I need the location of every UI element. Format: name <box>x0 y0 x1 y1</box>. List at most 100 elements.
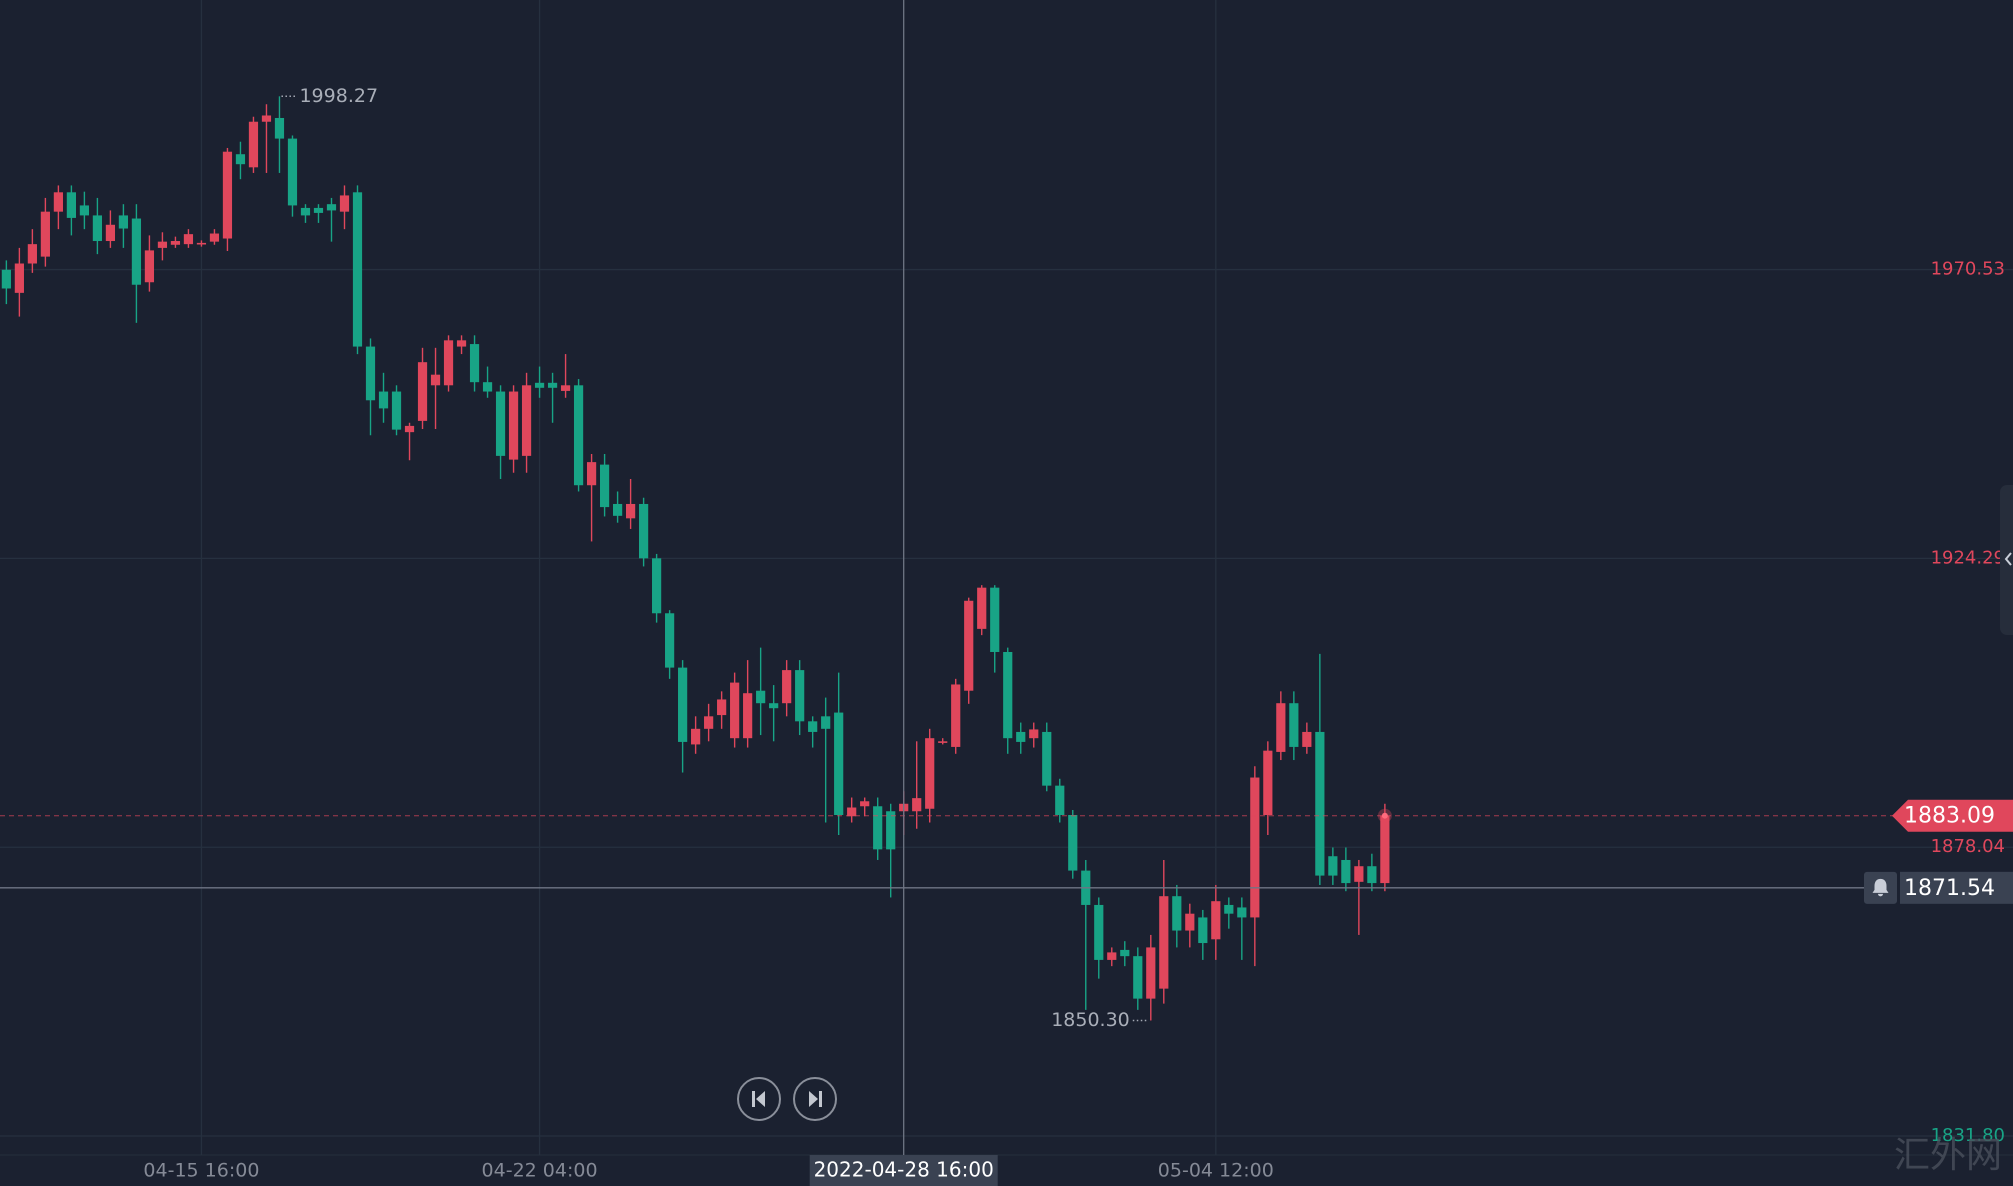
candle-body <box>300 207 311 216</box>
candle-body <box>756 690 766 704</box>
candle-body <box>521 385 532 456</box>
candle-body <box>482 382 493 392</box>
candle-body <box>665 613 675 668</box>
candle-body <box>274 117 285 139</box>
button-circle <box>793 1077 837 1121</box>
candle-body <box>873 806 883 850</box>
candle-body <box>235 154 246 165</box>
candle-body <box>886 811 896 850</box>
candle-body <box>53 192 63 212</box>
y-tick-label: 1831.80 <box>1931 1125 2005 1146</box>
candle-body <box>144 250 155 283</box>
candle-body <box>938 741 948 743</box>
candle-body <box>92 215 103 242</box>
x-tick-label: 04-22 04:00 <box>482 1160 598 1182</box>
candle-body <box>925 738 935 809</box>
candle-body <box>599 464 610 508</box>
bell-icon <box>1872 878 1889 897</box>
candle-body <box>430 374 441 386</box>
candle-body <box>417 362 428 421</box>
candle-body <box>1328 856 1338 876</box>
candle-body <box>834 712 844 816</box>
candle-body <box>977 587 987 629</box>
candle-body <box>248 121 259 168</box>
candle-body <box>66 192 76 218</box>
crosshair-price-label: 1871.54 <box>1904 876 1995 901</box>
candle-body <box>404 425 415 433</box>
candle-body <box>79 205 90 216</box>
candle-body <box>639 503 649 559</box>
button-circle <box>737 1077 781 1121</box>
candle-body <box>625 503 636 519</box>
x-tick-label: 05-04 12:00 <box>1158 1160 1274 1182</box>
candle-body <box>157 241 168 248</box>
candle-body <box>1055 785 1065 816</box>
candle-body <box>1094 904 1104 960</box>
candle-body <box>534 382 545 388</box>
candle-body <box>821 716 831 729</box>
candle-body <box>365 346 376 401</box>
candle-body <box>1224 904 1234 914</box>
side-handle-chevron <box>2004 552 2012 566</box>
candle-body <box>40 211 50 257</box>
candle-body <box>1276 703 1286 752</box>
candle-body <box>573 385 584 486</box>
crosshair-price-tag <box>1900 871 2013 904</box>
candle-body <box>469 344 480 383</box>
candle-body <box>1380 815 1390 884</box>
candle-body <box>717 699 727 716</box>
candle-body <box>860 801 870 807</box>
candle-body <box>1315 731 1325 876</box>
candle-body <box>1185 913 1195 931</box>
candle-body <box>691 728 701 745</box>
candle-body <box>1146 947 1156 999</box>
last-price-label: 1883.09 <box>1904 804 1995 829</box>
candle-body <box>352 192 363 347</box>
candle-body <box>14 263 24 293</box>
candle-body <box>1 269 11 289</box>
candle-body <box>287 138 298 206</box>
candle-body <box>339 195 350 212</box>
prev-button[interactable] <box>737 1077 781 1121</box>
candle-body <box>964 600 974 691</box>
x-tick-label: 04-15 16:00 <box>143 1160 259 1182</box>
candle-body <box>560 385 571 391</box>
next-button[interactable] <box>793 1077 837 1121</box>
candle-body <box>1354 866 1364 882</box>
candle-body <box>1120 949 1130 957</box>
candle-body <box>1029 729 1039 739</box>
candle-body <box>769 703 779 709</box>
candle-body <box>118 215 129 229</box>
candle-body <box>27 244 37 264</box>
candle-body <box>183 234 194 245</box>
candle-body <box>1107 952 1117 960</box>
last-price-tag <box>1892 799 2013 832</box>
candle-body <box>391 391 402 430</box>
candle-body <box>782 670 792 704</box>
candle-body <box>105 224 116 242</box>
annotation-label: 1998.27 <box>299 85 378 107</box>
y-tick-label: 1924.29 <box>1931 547 2005 568</box>
candle-body <box>1237 907 1247 918</box>
button-icon <box>752 1091 765 1107</box>
annotation-label: 1850.30 <box>1051 1009 1130 1031</box>
candle-body <box>1341 859 1351 884</box>
candle-body <box>1211 901 1221 940</box>
candle-body <box>1068 815 1078 871</box>
candle-body <box>1133 956 1143 999</box>
candle-body <box>678 667 688 742</box>
candle-body <box>1172 896 1182 931</box>
candle-body <box>261 115 272 122</box>
candle-body <box>704 716 714 729</box>
candle-body <box>1250 777 1260 918</box>
candle-body <box>1159 896 1169 989</box>
candle-body <box>209 233 220 242</box>
candle-body <box>1016 731 1026 742</box>
candle-body <box>547 382 558 388</box>
candle-body <box>196 242 207 245</box>
candle-body <box>912 798 922 812</box>
crosshair-time-label: 2022-04-28 16:00 <box>814 1158 994 1182</box>
